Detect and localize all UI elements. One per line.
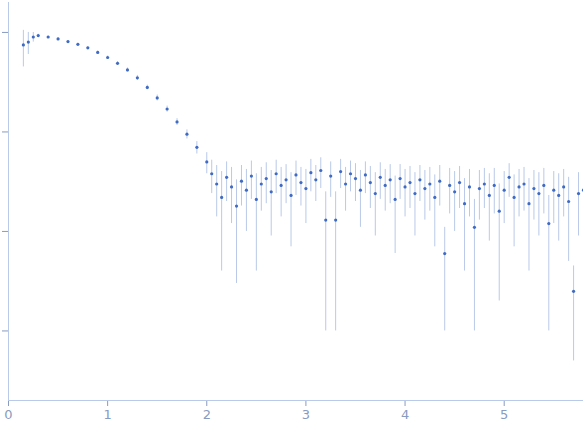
svg-text:1: 1 xyxy=(103,407,111,422)
svg-text:0: 0 xyxy=(4,407,12,422)
svg-text:2: 2 xyxy=(203,407,211,422)
svg-text:4: 4 xyxy=(401,407,409,422)
svg-text:5: 5 xyxy=(500,407,508,422)
svg-text:3: 3 xyxy=(302,407,310,422)
